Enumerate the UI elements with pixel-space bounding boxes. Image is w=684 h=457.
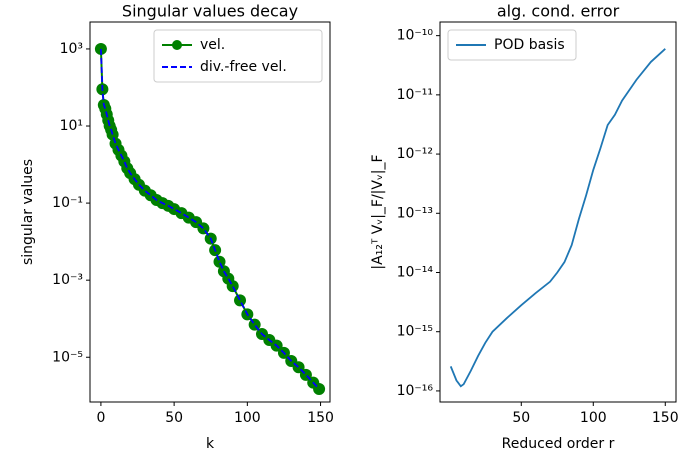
y-tick-label: 10⁻⁵ [52,349,83,365]
series-line [99,48,320,390]
plot-area [94,42,326,396]
x-tick-label: 50 [165,410,183,426]
legend-label: POD basis [494,37,565,53]
x-tick-label: 100 [580,410,607,426]
axes-frame [439,21,677,403]
chart-title: Singular values decay [122,2,298,21]
x-tick-label: 0 [96,410,105,426]
series-line [449,48,666,388]
x-axis-label: Reduced order r [502,436,615,452]
x-tick-label: 100 [234,410,261,426]
y-tick-label: 10⁻¹ [52,195,83,211]
y-tick-label: 10⁻¹⁴ [397,264,434,280]
x-axis-label: k [206,436,215,452]
y-tick-label: 10³ [60,41,83,57]
x-tick-label: 150 [652,410,679,426]
legend-box [447,29,577,61]
x-tick-label: 50 [512,410,530,426]
y-tick-label: 10⁻¹³ [397,205,433,221]
y-tick-label: 10⁻¹² [397,146,433,162]
y-tick-label: 10⁻¹⁵ [397,324,433,340]
legend-label: vel. [200,37,225,53]
series-line [100,48,320,390]
series-marker [106,128,119,141]
plot-area [449,48,666,388]
y-tick-label: 10⁻³ [52,272,83,288]
series-marker [226,280,239,293]
legend-label: div.-free vel. [200,59,287,75]
legend-marker [172,40,182,50]
y-axis-label: singular values [20,159,36,265]
y-tick-label: 10¹ [60,118,83,134]
chart-title: alg. cond. error [497,2,620,21]
axes-frame [89,21,331,403]
y-tick-label: 10⁻¹⁰ [397,28,434,44]
legend-box [153,29,323,83]
x-tick-label: 150 [307,410,334,426]
series-marker [234,294,247,307]
y-tick-label: 10⁻¹¹ [397,87,433,103]
y-tick-label: 10⁻¹⁶ [397,383,434,399]
series-marker [213,255,226,268]
y-axis-label: |A₁₂ᵀ Vᵥ|_F/|Vᵥ|_F [370,154,386,269]
